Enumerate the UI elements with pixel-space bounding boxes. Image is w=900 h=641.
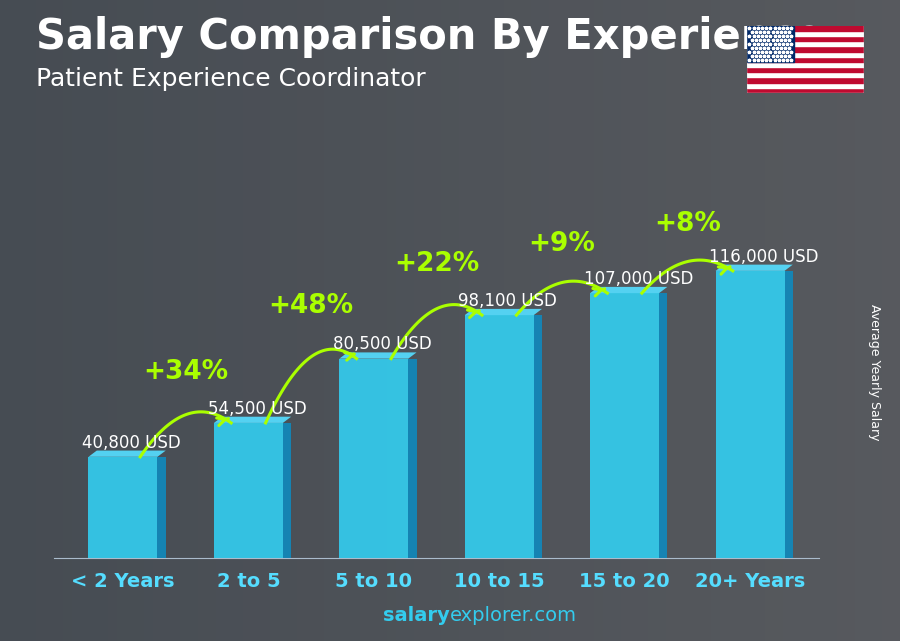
Bar — [747, 67, 864, 72]
Bar — [716, 271, 785, 558]
Polygon shape — [716, 265, 793, 271]
Bar — [747, 41, 864, 46]
Bar — [747, 46, 864, 51]
Polygon shape — [214, 417, 291, 423]
Text: +48%: +48% — [268, 293, 354, 319]
Bar — [590, 293, 659, 558]
Bar — [747, 83, 864, 88]
Bar — [534, 315, 542, 558]
Text: Salary Comparison By Experience: Salary Comparison By Experience — [36, 16, 824, 58]
Text: Average Yearly Salary: Average Yearly Salary — [868, 304, 881, 440]
Text: 54,500 USD: 54,500 USD — [208, 400, 306, 418]
Bar — [747, 72, 864, 78]
Bar — [747, 26, 864, 31]
Text: explorer.com: explorer.com — [450, 606, 577, 625]
Bar — [747, 36, 864, 41]
Bar — [747, 56, 864, 62]
Text: +22%: +22% — [394, 251, 479, 277]
Text: 107,000 USD: 107,000 USD — [584, 270, 693, 288]
Text: Patient Experience Coordinator: Patient Experience Coordinator — [36, 67, 426, 91]
Text: 40,800 USD: 40,800 USD — [82, 433, 181, 452]
Text: +8%: +8% — [654, 211, 721, 237]
Polygon shape — [88, 451, 166, 457]
Bar — [785, 271, 793, 558]
Text: salary: salary — [383, 606, 450, 625]
Bar — [747, 51, 864, 56]
Bar — [339, 359, 409, 558]
Text: 98,100 USD: 98,100 USD — [458, 292, 557, 310]
Text: 80,500 USD: 80,500 USD — [333, 335, 432, 353]
Bar — [747, 88, 864, 93]
Polygon shape — [339, 353, 417, 359]
Bar — [409, 359, 417, 558]
Polygon shape — [464, 309, 542, 315]
Bar — [88, 457, 158, 558]
Bar — [214, 423, 283, 558]
Text: +34%: +34% — [143, 360, 229, 385]
Bar — [747, 31, 864, 36]
Text: +9%: +9% — [528, 231, 595, 257]
Bar — [747, 26, 794, 62]
Bar — [464, 315, 534, 558]
Polygon shape — [590, 287, 668, 293]
Bar — [659, 293, 668, 558]
Bar — [747, 62, 864, 67]
Text: 116,000 USD: 116,000 USD — [709, 247, 819, 265]
Bar — [747, 78, 864, 83]
Bar — [283, 423, 292, 558]
Bar — [158, 457, 166, 558]
